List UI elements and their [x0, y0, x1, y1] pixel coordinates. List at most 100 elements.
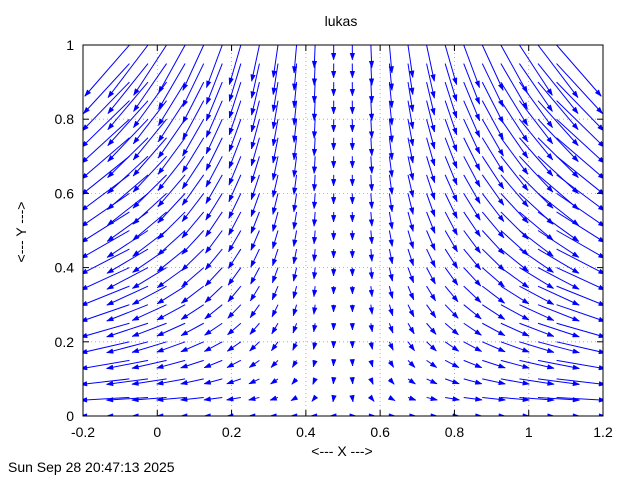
vector-arrow-86: [387, 360, 395, 369]
vector-arrow-1: [105, 413, 148, 416]
vector-arrow-246: [228, 230, 242, 253]
vector-arrow-357: [519, 155, 554, 193]
vector-arrow-102: [226, 341, 242, 352]
vector-arrow-188: [500, 285, 530, 305]
vector-arrow-52: [179, 378, 204, 386]
vector-arrow-477: [519, 63, 553, 113]
vector-arrow-344: [271, 156, 279, 181]
vector-arrow-333: [519, 174, 554, 209]
vector-arrow-456: [83, 63, 130, 115]
vector-arrow-382: [537, 137, 579, 179]
vector-arrow-405: [519, 118, 554, 161]
axis-ticks: -0.2 0 0.2 0.4 0.6 0.8 1 1.200.20.40.60.81: [55, 37, 613, 440]
vector-arrow-111: [407, 341, 415, 352]
vector-arrow-223: [250, 248, 260, 268]
vector-arrow-243: [156, 230, 186, 256]
x-tick-label-4: 0.6: [370, 424, 390, 440]
vector-arrow-236: [500, 248, 530, 273]
vector-arrow-324: [349, 174, 355, 187]
vector-arrow-307: [481, 193, 505, 223]
vector-arrow-200: [271, 267, 279, 284]
vector-arrow-290: [132, 193, 167, 225]
vector-arrow-421: [368, 100, 375, 122]
vector-arrow-76: [180, 359, 204, 369]
vector-arrow-208: [426, 267, 436, 285]
vector-arrow-339: [157, 155, 186, 192]
vector-arrow-213: [519, 267, 555, 289]
vector-arrow-292: [181, 193, 205, 223]
vector-arrow-406: [537, 118, 579, 163]
vector-arrow-78: [226, 359, 242, 369]
vector-arrow-351: [407, 156, 415, 181]
vector-arrow-171: [156, 285, 186, 305]
vector-arrow-248: [272, 230, 279, 250]
vector-arrow-411: [157, 100, 186, 143]
vector-arrow-468: [349, 63, 356, 79]
vector-arrow-306: [463, 193, 481, 221]
vector-arrow-457: [107, 63, 149, 115]
vector-arrow-274: [311, 211, 318, 227]
vector-arrow-183: [407, 285, 415, 301]
vector-arrow-113: [444, 341, 460, 352]
vector-arrow-211: [481, 267, 506, 288]
vector-arrow-239: [556, 248, 603, 275]
vector-arrow-483: [158, 45, 186, 94]
vector-arrow-258: [463, 230, 481, 254]
vector-arrow-315: [157, 174, 186, 208]
vector-arrow-368: [271, 137, 279, 164]
vector-arrow-281: [444, 211, 458, 236]
vector-arrow-217: [106, 248, 149, 274]
vector-arrow-478: [537, 63, 579, 115]
vector-arrow-14: [388, 413, 397, 416]
vector-arrow-20: [500, 413, 531, 416]
vector-arrow-429: [519, 100, 554, 145]
vector-arrow-212: [500, 267, 530, 289]
vector-arrow-125: [203, 322, 223, 336]
vector-arrow-500: [500, 45, 528, 94]
vector-arrow-199: [250, 267, 260, 285]
vector-arrow-89: [444, 359, 460, 369]
vector-arrow-447: [407, 82, 415, 113]
vector-arrow-90: [463, 359, 483, 369]
vector-arrow-401: [444, 119, 458, 153]
vector-arrow-55: [248, 378, 260, 385]
vector-arrow-138: [463, 322, 483, 336]
vector-arrow-186: [463, 285, 482, 304]
vector-arrow-231: [407, 248, 414, 267]
vector-arrow-124: [180, 322, 204, 337]
vector-arrow-464: [271, 63, 279, 96]
vector-arrow-450: [463, 81, 481, 122]
vector-arrow-116: [500, 341, 530, 353]
x-tick-label-5: 0.8: [445, 424, 465, 440]
vector-arrow-381: [519, 137, 554, 177]
vector-arrow-69: [519, 378, 555, 386]
vector-arrow-285: [519, 211, 554, 241]
vector-arrow-165: [519, 304, 555, 321]
vector-arrow-181: [368, 286, 374, 298]
vector-arrow-91: [482, 359, 506, 369]
vector-arrow-29: [203, 396, 223, 402]
vector-arrow-435: [157, 81, 186, 127]
vector-arrow-437: [205, 81, 223, 122]
y-tick-label-4: 0.8: [55, 111, 75, 127]
vector-arrow-283: [481, 211, 505, 239]
vector-arrow-400: [426, 119, 436, 150]
vector-arrow-326: [388, 174, 394, 196]
vector-arrow-61: [368, 377, 374, 386]
vector-arrow-23: [556, 413, 603, 416]
vector-arrow-251: [331, 230, 337, 241]
vector-arrow-178: [312, 286, 318, 298]
vector-arrow-323: [331, 174, 337, 187]
vector-arrow-270: [228, 211, 242, 236]
vector-arrow-297: [292, 193, 298, 213]
vector-arrow-40: [426, 395, 439, 402]
vector-arrow-391: [250, 119, 260, 150]
vector-arrow-234: [463, 248, 482, 271]
vector-arrow-164: [500, 304, 530, 321]
vector-arrow-207: [407, 267, 415, 284]
vector-arrow-462: [228, 63, 242, 103]
vector-arrow-427: [481, 100, 504, 141]
vector-arrow-193: [106, 267, 149, 290]
vector-arrow-191: [556, 285, 603, 306]
vector-arrow-132: [349, 323, 355, 331]
